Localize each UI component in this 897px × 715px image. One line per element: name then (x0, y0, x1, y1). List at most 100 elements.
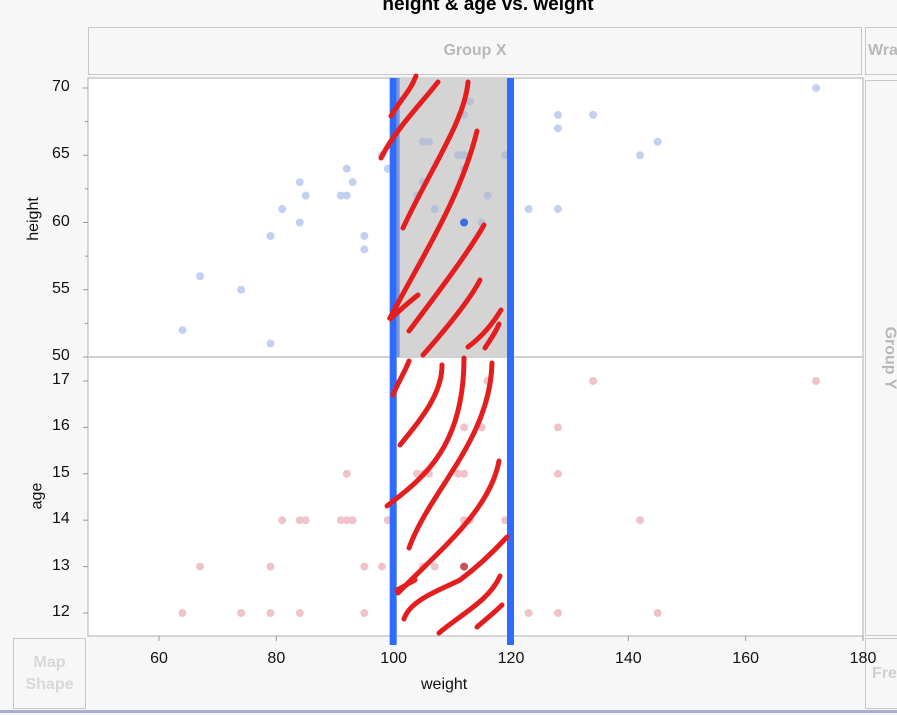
annotation-stroke (406, 360, 495, 551)
age-point (266, 562, 275, 571)
height-point (360, 231, 369, 240)
wrap-dropzone[interactable]: Wrap (865, 27, 897, 75)
annotation-stroke (378, 79, 441, 161)
x-axis-label: weight (421, 676, 468, 693)
y-tick-label: 50 (52, 347, 70, 364)
annotation-stroke (436, 573, 503, 636)
age-point (342, 516, 351, 525)
group-x-dropzone[interactable]: Group X (88, 27, 862, 75)
y-tick-label: 70 (52, 78, 70, 95)
height-point (278, 205, 287, 214)
age-point (812, 377, 821, 385)
y-tick-label: 15 (52, 463, 70, 481)
x-tick-label: 120 (497, 650, 525, 667)
age-point (430, 562, 439, 571)
height-point (237, 285, 246, 294)
height-point (178, 326, 187, 335)
annotation-stroke (395, 458, 502, 596)
y-tick-label: 17 (52, 371, 70, 388)
height-point (360, 245, 369, 254)
age-point (301, 516, 310, 525)
annotation-stroke (465, 307, 504, 350)
age-point (553, 469, 562, 478)
height-point (424, 137, 433, 146)
annotation-stroke (400, 79, 471, 231)
y-tick-label: 14 (52, 510, 70, 528)
height-point (295, 218, 304, 227)
selection-line-stub (507, 636, 514, 645)
x-tick-label: 180 (849, 650, 877, 667)
selection-max-line (507, 78, 514, 636)
height-point (553, 110, 562, 119)
x-tick-label: 80 (267, 650, 286, 667)
age-point (553, 609, 562, 617)
annotation-stroke (390, 358, 412, 398)
annotation-stroke (386, 128, 480, 322)
height-point (430, 205, 439, 214)
chart-title: height & age vs. weight (382, 0, 594, 15)
height-point (460, 218, 469, 227)
y-tick-label: 13 (52, 556, 70, 574)
y-tick-label: 65 (52, 145, 70, 163)
height-point (454, 151, 463, 160)
age-point (460, 562, 469, 571)
age-point (460, 469, 469, 478)
annotation-stroke (406, 222, 487, 334)
height-point (342, 164, 351, 173)
y-tick-label: 55 (52, 279, 70, 297)
height-point (636, 151, 645, 160)
age-point (360, 562, 369, 571)
height-point (524, 205, 533, 214)
age-point (454, 469, 463, 478)
age-point (589, 377, 598, 385)
annotation-stroke (482, 321, 502, 351)
height-point (589, 110, 598, 119)
group-y-dropzone[interactable]: Group Y (865, 80, 897, 636)
annotation-stroke (388, 73, 419, 119)
annotation-stroke (384, 355, 467, 509)
selection-line-stub (389, 636, 397, 645)
height-point (553, 124, 562, 133)
y-tick-label: 12 (52, 603, 70, 620)
freq-dropzone[interactable]: Freq (865, 638, 897, 709)
annotation-stroke (474, 602, 505, 630)
selection-edge (396, 78, 400, 357)
height-point (553, 205, 562, 214)
x-tick-label: 60 (150, 650, 168, 667)
x-tick-label: 160 (732, 650, 760, 667)
age-point (636, 516, 645, 525)
height-point (295, 178, 304, 187)
y-tick-label: 16 (52, 417, 70, 435)
age-point (178, 609, 187, 617)
age-point (336, 516, 345, 525)
height-point (460, 151, 469, 160)
y-axis-label-age: age (28, 482, 46, 510)
height-point (301, 191, 310, 200)
height-point (465, 97, 474, 106)
height-point (336, 191, 345, 200)
height-point (653, 137, 662, 146)
age-point (553, 423, 562, 432)
age-point (360, 609, 369, 617)
age-point (377, 562, 386, 571)
x-tick-label: 140 (614, 650, 642, 667)
window-bottom-border (0, 710, 897, 713)
height-point (483, 191, 492, 200)
age-point (348, 516, 357, 525)
height-point (348, 178, 357, 187)
age-point (524, 609, 533, 617)
annotation-stroke (397, 362, 445, 448)
height-point (266, 339, 275, 348)
height-point (342, 191, 351, 200)
map-shape-dropzone[interactable]: Map Shape (13, 638, 86, 709)
age-point (460, 423, 469, 432)
y-axis-label-height: height (24, 197, 42, 241)
annotation-stroke (394, 577, 418, 593)
age-point (342, 469, 351, 478)
y-tick-label: 60 (52, 212, 70, 230)
age-point (237, 609, 246, 617)
age-point (266, 609, 275, 617)
age-point (653, 609, 662, 617)
x-tick-label: 100 (380, 650, 408, 667)
